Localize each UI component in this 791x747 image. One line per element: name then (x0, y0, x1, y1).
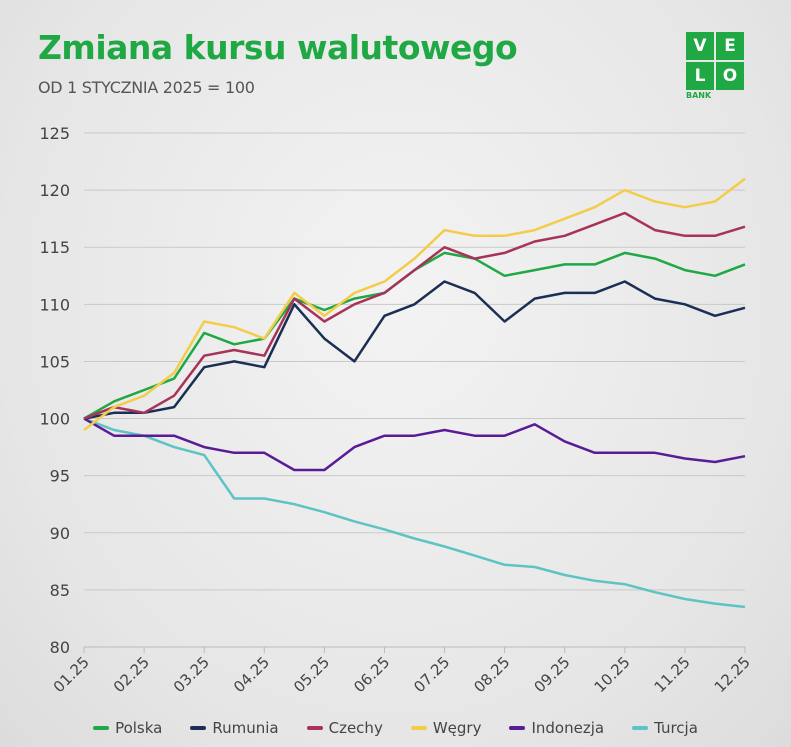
x-tick-label: 05.25 (290, 653, 333, 696)
y-tick-label: 85 (50, 581, 70, 600)
chart-subtitle: OD 1 STYCZNIA 2025 = 100 (38, 78, 255, 97)
x-tick-label: 12.25 (711, 653, 754, 696)
y-tick-label: 90 (50, 524, 70, 543)
logo-cell: O (716, 62, 744, 90)
x-tick-label: 09.25 (530, 653, 573, 696)
x-tick-label: 08.25 (470, 653, 513, 696)
legend-label: Rumunia (212, 719, 279, 737)
x-tick-label: 11.25 (651, 653, 694, 696)
velo-bank-logo: V E L O BANK (686, 32, 744, 100)
x-tick-label: 07.25 (410, 653, 453, 696)
legend-swatch (190, 726, 207, 730)
legend-swatch (632, 726, 649, 730)
legend: Polska Rumunia Czechy Węgry Indonezja Turcja (0, 719, 791, 737)
logo-bank-text: BANK (686, 91, 712, 100)
series-line-turcja (83, 417, 746, 609)
y-tick-label: 115 (39, 238, 70, 257)
legend-label: Turcja (654, 719, 698, 737)
y-tick-label: 110 (39, 295, 70, 314)
series-line-rumunia (83, 280, 746, 420)
legend-item: Czechy (306, 719, 383, 737)
x-tick-label: 10.25 (591, 653, 634, 696)
y-tick-label: 100 (39, 410, 70, 429)
x-tick-label: 06.25 (350, 653, 393, 696)
legend-swatch (509, 726, 526, 730)
y-tick-label: 120 (39, 181, 70, 200)
legend-swatch (306, 726, 323, 730)
x-tick-label: 04.25 (230, 653, 273, 696)
y-tick-label: 125 (39, 124, 70, 143)
chart-title: Zmiana kursu walutowego (38, 28, 518, 67)
legend-item: Indonezja (509, 719, 604, 737)
legend-item: Polska (93, 719, 162, 737)
legend-item: Turcja (632, 719, 698, 737)
series-line-indonezja (83, 417, 746, 472)
logo-cell: L (686, 62, 714, 90)
legend-label: Polska (115, 719, 163, 737)
legend-label: Węgry (432, 719, 482, 737)
y-tick-label: 80 (50, 638, 70, 657)
logo-cell: V (686, 32, 714, 60)
legend-item: Rumunia (190, 719, 279, 737)
logo-cell: E (716, 32, 744, 60)
y-tick-label: 95 (50, 467, 70, 486)
y-tick-label: 105 (39, 352, 70, 371)
legend-label: Indonezja (531, 719, 605, 737)
legend-label: Czechy (328, 719, 383, 737)
series-line-czechy (83, 211, 746, 420)
legend-item: Węgry (410, 719, 482, 737)
x-tick-label: 03.25 (170, 653, 213, 696)
series-line-węgry (83, 177, 746, 431)
legend-swatch (93, 726, 110, 730)
legend-swatch (410, 726, 427, 730)
x-tick-label: 02.25 (110, 653, 153, 696)
x-tick-label: 01.25 (50, 653, 93, 696)
